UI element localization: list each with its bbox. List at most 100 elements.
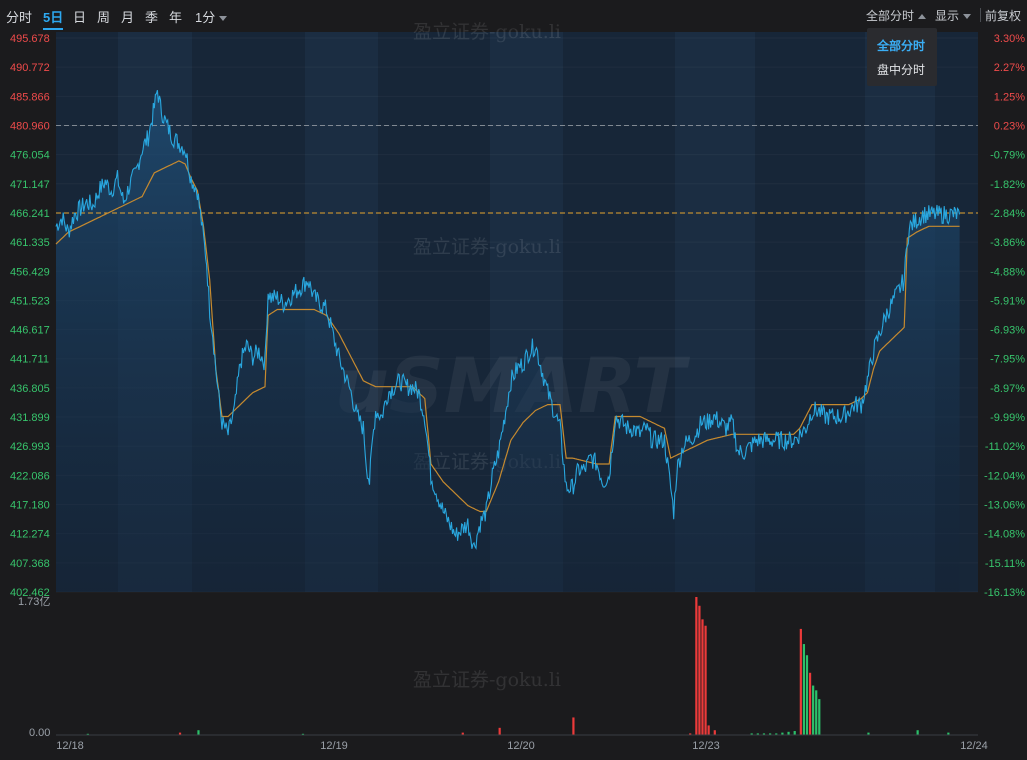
volume-bar bbox=[301, 733, 305, 735]
percent-tick-label: -6.93% bbox=[990, 325, 1025, 337]
volume-bar bbox=[793, 731, 796, 735]
date-label: 12/23 bbox=[692, 740, 720, 752]
price-tick-label: 485.866 bbox=[10, 91, 50, 103]
percent-tick-label: -12.04% bbox=[984, 470, 1025, 482]
percent-tick-label: -13.06% bbox=[984, 500, 1025, 512]
price-tick-label: 407.368 bbox=[10, 558, 50, 570]
date-label: 12/24 bbox=[960, 740, 988, 752]
volume-bar bbox=[756, 733, 759, 735]
volume-bar bbox=[916, 730, 919, 735]
watermark-text-2: 盈立证券-goku.li bbox=[413, 236, 561, 258]
price-tick-label: 441.711 bbox=[10, 354, 49, 366]
toolbar: 分时 5日 日 周 月 季 年 1分 全部分时 显示 前复权 bbox=[0, 0, 1027, 30]
volume-bar bbox=[799, 628, 802, 735]
volume-bar bbox=[704, 625, 707, 735]
percent-tick-label: -14.08% bbox=[984, 529, 1025, 541]
percent-tick-label: -5.91% bbox=[990, 295, 1025, 307]
price-area bbox=[56, 90, 960, 592]
price-tick-label: 451.523 bbox=[10, 295, 50, 307]
volume-bar bbox=[781, 732, 784, 735]
tab-day[interactable]: 日 bbox=[73, 10, 87, 25]
percent-axis: 3.30% 2.27% 1.25% 0.23% -0.79% -1.82% -2.84% -3… bbox=[984, 33, 1025, 599]
percent-tick-label: -15.11% bbox=[985, 558, 1025, 570]
date-label: 12/20 bbox=[507, 740, 535, 752]
percent-tick-label: -2.84% bbox=[990, 208, 1025, 220]
tab-month[interactable]: 月 bbox=[121, 10, 135, 25]
volume-max-label: 1.73亿 bbox=[18, 595, 50, 608]
dropdown-option-regular[interactable]: 盘中分时 bbox=[877, 63, 926, 77]
display-selector[interactable]: 显示 bbox=[935, 7, 972, 24]
price-tick-label: 402.462 bbox=[10, 587, 50, 599]
volume-bar bbox=[461, 732, 464, 735]
tab-1min[interactable]: 1分 bbox=[195, 7, 228, 26]
volume-bar bbox=[818, 699, 821, 735]
price-tick-label: 495.678 bbox=[10, 33, 50, 45]
tab-week[interactable]: 周 bbox=[97, 10, 111, 25]
volume-bar bbox=[695, 597, 698, 735]
percent-tick-label: 2.27% bbox=[994, 62, 1025, 74]
volume-bar bbox=[178, 732, 182, 735]
percent-tick-label: 1.25% bbox=[994, 91, 1025, 103]
price-tick-label: 417.180 bbox=[10, 500, 50, 512]
volume-zero-label: 0.00 bbox=[29, 727, 50, 739]
volume-bar bbox=[805, 655, 809, 735]
percent-tick-label: -8.97% bbox=[990, 383, 1025, 395]
percent-tick-label: 3.30% bbox=[994, 33, 1025, 45]
volume-bar bbox=[197, 730, 200, 735]
volume-bar bbox=[769, 733, 772, 735]
volume-bar bbox=[787, 731, 790, 735]
tab-intraday[interactable]: 分时 bbox=[6, 10, 33, 25]
average-line bbox=[55, 160, 960, 513]
volume-bar bbox=[812, 685, 815, 735]
date-label: 12/19 bbox=[320, 740, 348, 752]
price-tick-label: 471.147 bbox=[10, 179, 50, 191]
price-line bbox=[55, 90, 961, 550]
tab-5day[interactable]: 5日 bbox=[43, 7, 64, 30]
price-tick-label: 431.899 bbox=[10, 412, 50, 424]
date-axis: 12/18 12/19 12/20 12/23 12/24 bbox=[56, 740, 988, 752]
volume-bar bbox=[86, 733, 89, 735]
session-selector[interactable]: 全部分时 bbox=[866, 7, 927, 24]
reference-lines bbox=[56, 124, 978, 214]
toolbar-divider bbox=[980, 8, 981, 22]
price-adjust-button[interactable]: 前复权 bbox=[985, 9, 1022, 23]
price-axis: 495.678 490.772 485.866 480.960 476.054 471.1… bbox=[10, 33, 50, 599]
price-tick-label: 436.805 bbox=[10, 383, 50, 395]
percent-tick-label: 0.23% bbox=[994, 120, 1025, 132]
percent-tick-label: -3.86% bbox=[990, 237, 1025, 249]
date-label: 12/18 bbox=[56, 740, 84, 752]
tab-quarter[interactable]: 季 bbox=[145, 10, 159, 25]
session-label: 全部分时 bbox=[866, 9, 915, 23]
volume-bar bbox=[808, 672, 812, 735]
percent-tick-label: -9.99% bbox=[990, 412, 1025, 424]
price-series-line bbox=[55, 90, 961, 550]
volume-bar bbox=[689, 733, 692, 735]
volume-bar bbox=[775, 733, 778, 735]
price-tick-label: 490.772 bbox=[10, 62, 50, 74]
percent-tick-label: -11.02% bbox=[985, 441, 1025, 453]
watermark-text-4: 盈立证券-goku.li bbox=[413, 669, 561, 691]
volume-bar bbox=[701, 619, 704, 735]
dropdown-option-all[interactable]: 全部分时 bbox=[877, 39, 926, 53]
chevron-down-icon bbox=[963, 14, 972, 20]
price-tick-label: 461.335 bbox=[10, 237, 50, 249]
volume-bar bbox=[707, 725, 710, 735]
price-tick-label: 456.429 bbox=[10, 266, 50, 278]
volume-bar bbox=[815, 690, 818, 735]
volume-bar bbox=[802, 644, 806, 735]
price-tick-label: 446.617 bbox=[10, 325, 50, 337]
volume-bar bbox=[698, 605, 701, 735]
watermark-text-1: 盈立证券-goku.li bbox=[413, 21, 561, 43]
volume-bar bbox=[713, 730, 716, 735]
price-tick-label: 476.054 bbox=[10, 150, 50, 162]
percent-tick-label: -4.88% bbox=[990, 266, 1025, 278]
price-tick-label: 412.274 bbox=[10, 529, 50, 541]
percent-tick-label: -0.79% bbox=[990, 150, 1025, 162]
tab-year[interactable]: 年 bbox=[169, 10, 183, 25]
volume-bar bbox=[762, 733, 766, 735]
average-series-line bbox=[55, 160, 960, 513]
volume-bar bbox=[947, 732, 950, 735]
price-tick-label: 422.086 bbox=[10, 470, 50, 482]
session-dropdown: 全部分时 盘中分时 bbox=[867, 28, 937, 86]
display-label: 显示 bbox=[935, 9, 960, 23]
